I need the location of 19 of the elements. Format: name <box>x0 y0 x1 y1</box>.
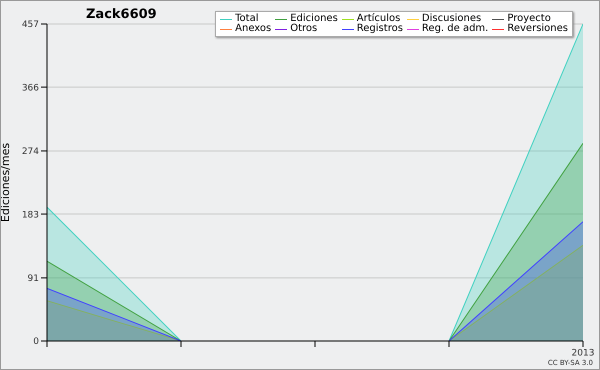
legend-label: Reg. de adm. <box>420 23 488 34</box>
legend-label: Otros <box>289 23 318 34</box>
y-tick-label: 366 <box>22 83 40 94</box>
y-tick-label: 183 <box>22 210 39 220</box>
legend-label: Total <box>234 13 258 24</box>
y-tick-label: 91 <box>28 274 39 284</box>
legend-label: Discusiones <box>420 13 482 24</box>
y-tick-label: 0 <box>33 337 40 348</box>
y-axis-title: Ediciones/mes <box>0 142 12 222</box>
chart-title: Zack6609 <box>86 7 157 22</box>
y-tick-label: 274 <box>22 147 40 158</box>
legend-label: Ediciones <box>289 13 338 24</box>
x-tick-label: 2013 <box>572 348 594 358</box>
legend-label: Proyecto <box>506 13 551 24</box>
legend-label: Artículos <box>356 13 400 24</box>
y-tick-label: 457 <box>22 20 39 30</box>
legend-label: Anexos <box>234 23 272 34</box>
legend-label: Reversiones <box>506 23 568 34</box>
legend-label: Registros <box>356 23 403 34</box>
